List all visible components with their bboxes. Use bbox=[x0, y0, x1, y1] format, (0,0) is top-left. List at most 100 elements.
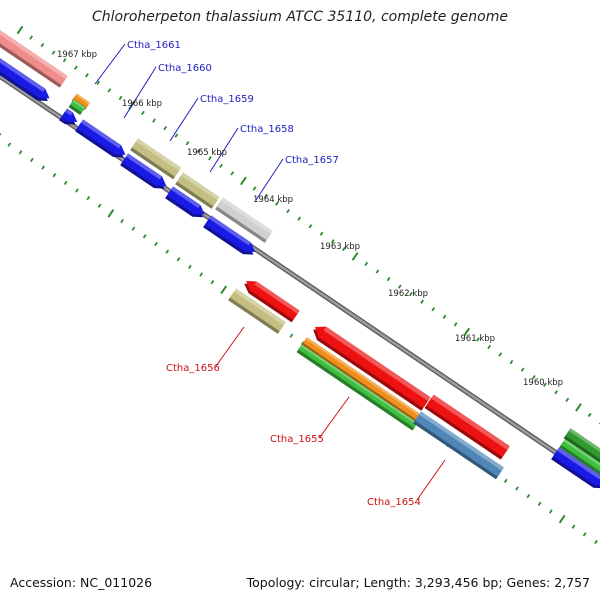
gene-olive-1 bbox=[130, 138, 182, 180]
gene-label-leader bbox=[169, 97, 199, 142]
map-title: Chloroherpeton thalassium ATCC 35110, co… bbox=[92, 9, 508, 25]
kbp-tick-upper bbox=[230, 171, 235, 176]
kbp-tick-upper bbox=[51, 50, 56, 55]
cds-blue-2 bbox=[75, 119, 126, 158]
kbp-tick-upper bbox=[286, 208, 290, 214]
gene-label-leader bbox=[94, 43, 126, 85]
kbp-labels: 1967 kbp 1966 kbp 1965 kbp 1964 kbp 1963 kbp… bbox=[57, 50, 563, 388]
kbp-tick-upper bbox=[16, 25, 24, 35]
cds-blue-small bbox=[59, 108, 78, 125]
kbp-tick-upper bbox=[409, 291, 413, 297]
kbp-tick-lower bbox=[154, 241, 158, 247]
kbp-tick-lower bbox=[503, 478, 508, 484]
kbp-label: 1961 kbp bbox=[455, 334, 495, 344]
cds-blue-6 bbox=[551, 447, 600, 489]
kbp-tick-upper bbox=[62, 58, 67, 63]
gene-labels: Ctha_1661 Ctha_1660 Ctha_1659 Ctha_1658 Ctha… bbox=[94, 40, 446, 508]
kbp-tick-lower bbox=[120, 218, 124, 224]
kbp-tick-upper bbox=[96, 80, 101, 85]
kbp-tick-upper bbox=[476, 337, 480, 342]
gene-label-reverse: Ctha_1654 bbox=[367, 497, 421, 508]
kbp-tick-lower bbox=[107, 209, 115, 218]
gene-label-leader bbox=[209, 127, 239, 173]
kbp-tick-upper bbox=[453, 322, 458, 327]
kbp-tick-lower bbox=[549, 509, 553, 514]
kbp-tick-upper bbox=[509, 359, 514, 365]
kbp-tick-upper bbox=[397, 284, 402, 289]
kbp-tick-lower bbox=[515, 486, 519, 491]
cds-blue-1 bbox=[0, 58, 50, 102]
cds-red-2 bbox=[313, 326, 431, 411]
kbp-tick-upper bbox=[141, 110, 145, 116]
kbp-tick-upper bbox=[118, 95, 123, 101]
kbp-tick-lower bbox=[86, 195, 91, 201]
kbp-tick-lower bbox=[97, 203, 102, 208]
gene-olive-3 bbox=[228, 288, 286, 334]
kbp-label: 1965 kbp bbox=[187, 148, 227, 158]
kbp-tick-lower bbox=[300, 341, 305, 346]
kbp-tick-lower bbox=[199, 272, 203, 277]
gene-label-leader bbox=[215, 326, 245, 367]
kbp-tick-upper bbox=[240, 176, 247, 186]
gene-label-forward: Ctha_1661 bbox=[127, 40, 181, 51]
kbp-tick-upper bbox=[219, 163, 223, 169]
kbp-tick-upper bbox=[487, 344, 491, 350]
gene-label-reverse: Ctha_1655 bbox=[270, 434, 324, 445]
kbp-tick-lower bbox=[0, 132, 2, 136]
kbp-tick-upper bbox=[275, 201, 279, 206]
kbp-tick-lower bbox=[63, 180, 68, 186]
kbp-tick-upper bbox=[463, 327, 471, 337]
kbp-tick-upper bbox=[263, 193, 268, 199]
kbp-tick-upper bbox=[587, 412, 592, 418]
kbp-label: 1966 kbp bbox=[122, 99, 162, 109]
gene-label-forward: Ctha_1658 bbox=[240, 124, 294, 135]
kbp-tick-lower bbox=[526, 493, 531, 499]
kbp-tick-upper bbox=[73, 65, 78, 70]
kbp-tick-upper bbox=[163, 125, 168, 131]
kbp-tick-upper bbox=[107, 88, 112, 93]
gene-steel-1 bbox=[413, 411, 504, 480]
kbp-tick-upper bbox=[565, 397, 570, 402]
gene-label-leader bbox=[319, 396, 350, 438]
kbp-tick-lower bbox=[582, 532, 587, 537]
kbp-tick-lower bbox=[537, 501, 542, 506]
kbp-tick-lower bbox=[571, 524, 576, 529]
gene-label-leader bbox=[416, 459, 446, 501]
kbp-tick-upper bbox=[196, 148, 201, 153]
kbp-tick-lower bbox=[594, 539, 598, 545]
kbp-label: 1962 kbp bbox=[388, 289, 428, 299]
kbp-tick-upper bbox=[575, 403, 582, 412]
kbp-tick-upper bbox=[442, 314, 447, 319]
cds-red-3 bbox=[424, 394, 510, 460]
cds-blue-3 bbox=[120, 153, 167, 189]
kbp-tick-upper bbox=[85, 73, 89, 78]
gene-darkgreen-1 bbox=[563, 428, 600, 463]
kbp-tick-lower bbox=[165, 249, 170, 254]
kbp-tick-lower bbox=[176, 257, 181, 262]
gene-label-forward: Ctha_1657 bbox=[285, 155, 339, 166]
kbp-label: 1960 kbp bbox=[523, 378, 563, 388]
gene-label-reverse: Ctha_1656 bbox=[166, 363, 220, 374]
kbp-tick-upper bbox=[40, 42, 45, 48]
gene-label-forward: Ctha_1659 bbox=[200, 94, 254, 105]
kbp-tick-upper bbox=[208, 156, 212, 161]
genome-summary-text: Topology: circular; Length: 3,293,456 bp… bbox=[246, 575, 590, 590]
gene-green-long bbox=[296, 344, 418, 431]
kbp-tick-lower bbox=[210, 280, 215, 285]
gene-salmon-top bbox=[0, 30, 68, 88]
kbp-tick-lower bbox=[7, 142, 12, 147]
kbp-tick-lower bbox=[131, 226, 136, 231]
gene-orange-long bbox=[301, 337, 423, 425]
kbp-tick-upper bbox=[308, 224, 313, 229]
kbp-label: 1967 kbp bbox=[57, 50, 97, 60]
kbp-tick-upper bbox=[252, 186, 257, 191]
gene-green-2 bbox=[559, 439, 600, 476]
kbp-tick-upper bbox=[364, 261, 369, 267]
kbp-tick-upper bbox=[543, 382, 547, 387]
kbp-tick-upper bbox=[420, 299, 424, 304]
kbp-tick-upper bbox=[29, 35, 34, 40]
gene-label-leader bbox=[255, 158, 284, 201]
kbp-tick-lower bbox=[220, 285, 228, 295]
